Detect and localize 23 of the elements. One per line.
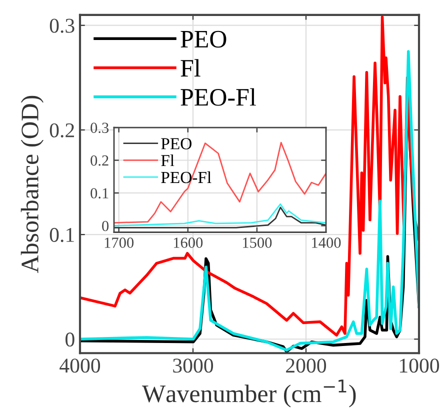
y-tick-label: 0 bbox=[66, 332, 74, 347]
legend-label: Fl bbox=[180, 59, 200, 76]
x-tick-label: 1400 bbox=[312, 238, 341, 248]
x-tick-label: 1500 bbox=[243, 238, 272, 248]
y-tick-label: 0.2 bbox=[90, 155, 108, 166]
y-tick-label: 0.3 bbox=[90, 122, 109, 134]
y-axis-title: Absorbance (OD) bbox=[20, 96, 44, 273]
x-tick-label: 2000 bbox=[286, 358, 326, 373]
y-tick-label: 0.2 bbox=[50, 123, 74, 138]
x-tick-label: 1700 bbox=[104, 238, 134, 248]
y-tick-label: 0.1 bbox=[50, 228, 74, 242]
x-tick-label: 1600 bbox=[174, 238, 203, 248]
x-tick-label: 4000 bbox=[60, 358, 100, 373]
legend-label: PEO bbox=[161, 138, 192, 150]
legend-label: Fl bbox=[161, 154, 174, 166]
x-tick-label: 3000 bbox=[173, 358, 214, 373]
y-tick-label: 0.1 bbox=[90, 188, 108, 198]
legend-label: PEO bbox=[180, 30, 226, 48]
y-tick-label: 0 bbox=[102, 220, 109, 232]
x-axis-title: Wavenumber (cm$^{−1}$) bbox=[142, 380, 356, 408]
x-tick-label: 1000 bbox=[400, 358, 440, 373]
y-tick-label: 0.3 bbox=[50, 18, 74, 33]
legend-label: PEO-Fl bbox=[180, 88, 256, 106]
